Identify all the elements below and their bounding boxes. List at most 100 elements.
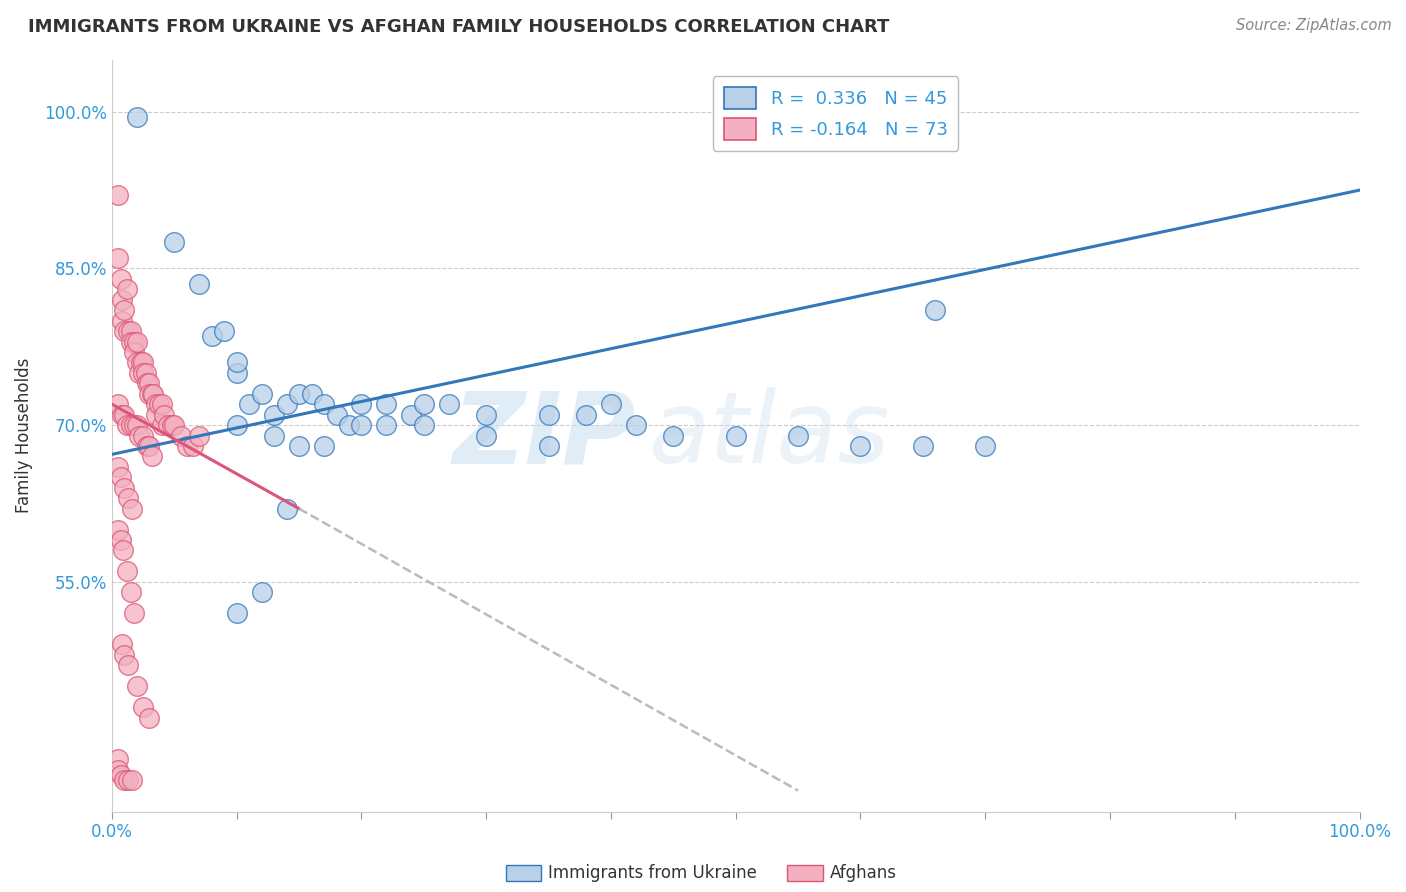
- Point: [169, 428, 191, 442]
- Point: [121, 773, 143, 788]
- Point: [153, 408, 176, 422]
- Point: [575, 408, 598, 422]
- Point: [120, 418, 142, 433]
- Point: [111, 408, 134, 422]
- Point: [107, 251, 129, 265]
- Point: [375, 418, 398, 433]
- Point: [288, 439, 311, 453]
- Point: [288, 386, 311, 401]
- Point: [114, 408, 136, 422]
- Point: [212, 324, 235, 338]
- Point: [325, 408, 347, 422]
- Point: [350, 418, 373, 433]
- Point: [412, 397, 434, 411]
- Point: [201, 329, 224, 343]
- Point: [263, 428, 285, 442]
- Point: [475, 408, 498, 422]
- Point: [125, 355, 148, 369]
- Point: [124, 418, 146, 433]
- Point: [135, 366, 157, 380]
- Point: [117, 658, 139, 673]
- Point: [787, 428, 810, 442]
- Point: [125, 418, 148, 433]
- Point: [225, 418, 247, 433]
- Point: [107, 459, 129, 474]
- Point: [124, 334, 146, 349]
- Point: [114, 481, 136, 495]
- Text: atlas: atlas: [648, 387, 890, 484]
- Point: [135, 376, 157, 391]
- Point: [537, 439, 560, 453]
- Y-axis label: Family Households: Family Households: [15, 358, 32, 513]
- Point: [911, 439, 934, 453]
- Text: Immigrants from Ukraine: Immigrants from Ukraine: [548, 864, 758, 882]
- Point: [475, 428, 498, 442]
- Point: [120, 324, 142, 338]
- Point: [312, 397, 335, 411]
- Point: [111, 637, 134, 651]
- Point: [924, 303, 946, 318]
- Point: [181, 439, 204, 453]
- Point: [142, 386, 165, 401]
- Point: [117, 324, 139, 338]
- Point: [121, 501, 143, 516]
- Point: [624, 418, 647, 433]
- Text: IMMIGRANTS FROM UKRAINE VS AFGHAN FAMILY HOUSEHOLDS CORRELATION CHART: IMMIGRANTS FROM UKRAINE VS AFGHAN FAMILY…: [28, 18, 890, 36]
- Point: [176, 439, 198, 453]
- Point: [124, 606, 146, 620]
- Point: [375, 397, 398, 411]
- Point: [128, 428, 150, 442]
- Point: [138, 710, 160, 724]
- Point: [188, 277, 211, 292]
- Point: [107, 523, 129, 537]
- Point: [132, 366, 155, 380]
- Point: [129, 355, 152, 369]
- Point: [163, 418, 186, 433]
- Point: [350, 397, 373, 411]
- Text: ZIP: ZIP: [453, 387, 636, 484]
- Point: [724, 428, 747, 442]
- Point: [263, 408, 285, 422]
- Point: [114, 648, 136, 662]
- Point: [110, 533, 132, 547]
- Point: [128, 366, 150, 380]
- Point: [111, 314, 134, 328]
- Point: [974, 439, 997, 453]
- Point: [124, 345, 146, 359]
- Point: [160, 418, 183, 433]
- Legend: R =  0.336   N = 45, R = -0.164   N = 73: R = 0.336 N = 45, R = -0.164 N = 73: [713, 76, 959, 151]
- Point: [107, 763, 129, 777]
- Point: [312, 439, 335, 453]
- Point: [117, 773, 139, 788]
- Point: [125, 110, 148, 124]
- Point: [276, 397, 298, 411]
- Point: [138, 439, 160, 453]
- Point: [141, 386, 163, 401]
- Point: [117, 491, 139, 506]
- Point: [111, 293, 134, 307]
- Point: [337, 418, 360, 433]
- Point: [250, 585, 273, 599]
- Point: [114, 773, 136, 788]
- Point: [112, 543, 135, 558]
- Point: [225, 355, 247, 369]
- Point: [138, 386, 160, 401]
- Point: [276, 501, 298, 516]
- Point: [115, 282, 138, 296]
- Point: [107, 752, 129, 766]
- Point: [163, 235, 186, 250]
- Point: [115, 418, 138, 433]
- Point: [135, 439, 157, 453]
- Point: [138, 376, 160, 391]
- Point: [132, 355, 155, 369]
- Point: [401, 408, 423, 422]
- Point: [145, 408, 167, 422]
- Point: [225, 606, 247, 620]
- Point: [125, 679, 148, 693]
- Point: [107, 397, 129, 411]
- Point: [301, 386, 323, 401]
- Point: [132, 428, 155, 442]
- Point: [600, 397, 623, 411]
- Point: [141, 450, 163, 464]
- Point: [238, 397, 260, 411]
